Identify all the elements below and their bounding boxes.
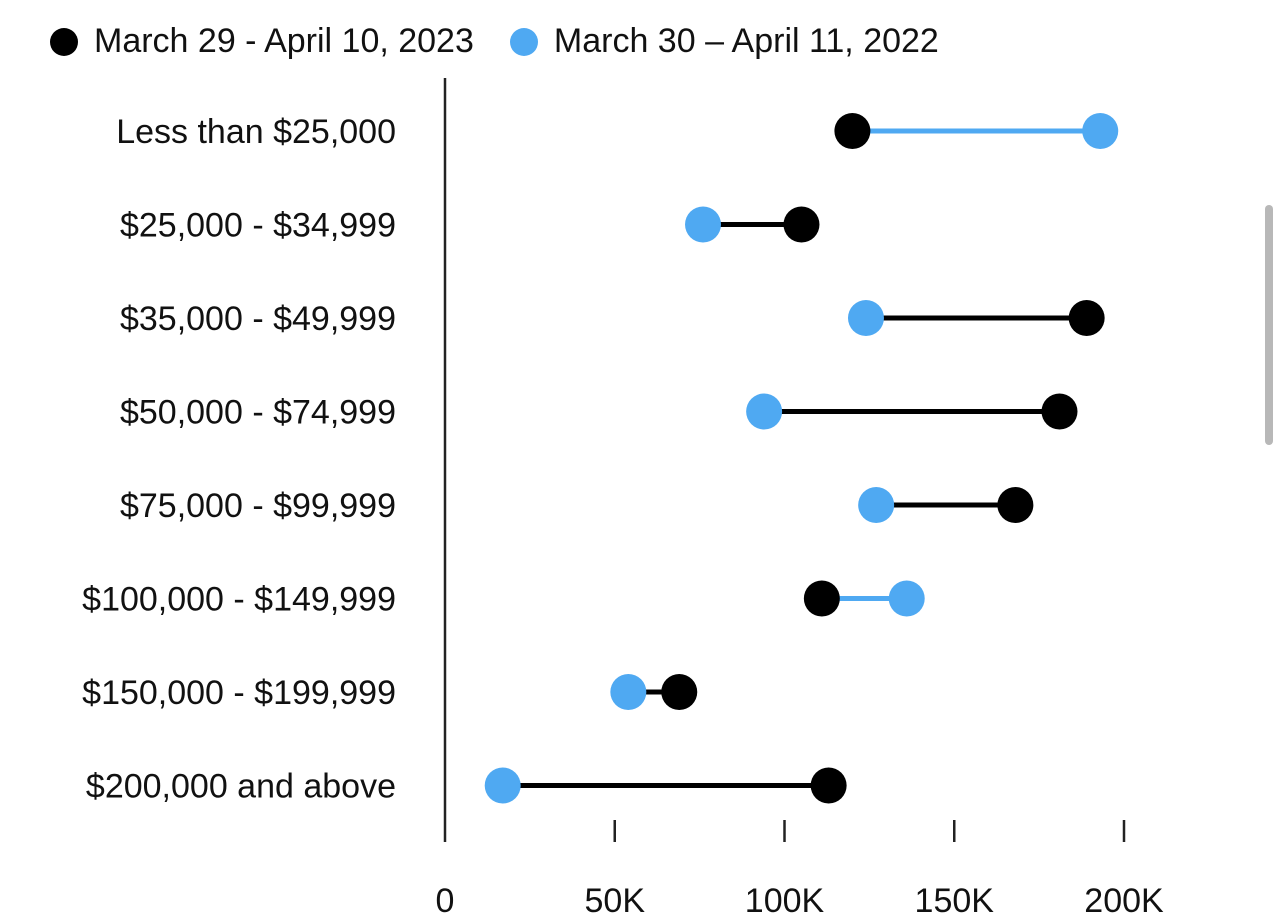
legend-label-2023: March 29 - April 10, 2023 (94, 22, 474, 60)
vertical-scrollbar[interactable] (1265, 205, 1273, 445)
point-2023 (783, 206, 820, 243)
point-2022 (847, 300, 884, 336)
category-label: $25,000 - $34,999 (120, 207, 396, 245)
x-tick-label: 100K (745, 882, 825, 919)
point-2022 (746, 393, 783, 430)
point-2022 (484, 767, 521, 804)
point-2022 (1082, 113, 1119, 149)
point-2022 (610, 674, 647, 710)
category-label: $50,000 - $74,999 (120, 394, 396, 432)
x-tick-label: 50K (585, 882, 646, 919)
category-label: $100,000 - $149,999 (82, 581, 396, 619)
point-2022 (858, 487, 895, 523)
legend-item-2023: March 29 - April 10, 2023 (50, 22, 474, 61)
point-2023 (810, 767, 847, 804)
point-2023 (997, 487, 1034, 523)
category-labels: Less than $25,000 $25,000 - $34,999 $35,00… (82, 113, 396, 806)
point-2023 (661, 674, 698, 710)
point-2023 (803, 580, 840, 617)
x-tick-label: 150K (915, 882, 995, 919)
x-tick-label: 0 (436, 882, 455, 919)
point-2023 (1041, 393, 1078, 430)
category-label: $35,000 - $49,999 (120, 300, 396, 338)
x-tick-label: 200K (1084, 882, 1164, 919)
legend-dot-2023-icon (50, 27, 78, 56)
point-2022 (888, 580, 925, 617)
legend-dot-2022-icon (509, 27, 538, 56)
category-label: $150,000 - $199,999 (82, 674, 396, 712)
category-label: $200,000 and above (86, 768, 396, 806)
x-axis: 0 50K 100K 150K 200K (436, 78, 1164, 919)
point-2022 (685, 206, 722, 243)
category-label: $75,000 - $99,999 (120, 487, 396, 525)
category-label: Less than $25,000 (116, 113, 396, 151)
data-points (484, 113, 1119, 804)
legend: March 29 - April 10, 2023 March 30 – Apr… (50, 22, 975, 61)
legend-item-2022: March 30 – April 11, 2022 (509, 22, 939, 61)
point-2023 (834, 113, 871, 149)
legend-label-2022: March 30 – April 11, 2022 (553, 22, 939, 60)
point-2023 (1068, 300, 1105, 336)
